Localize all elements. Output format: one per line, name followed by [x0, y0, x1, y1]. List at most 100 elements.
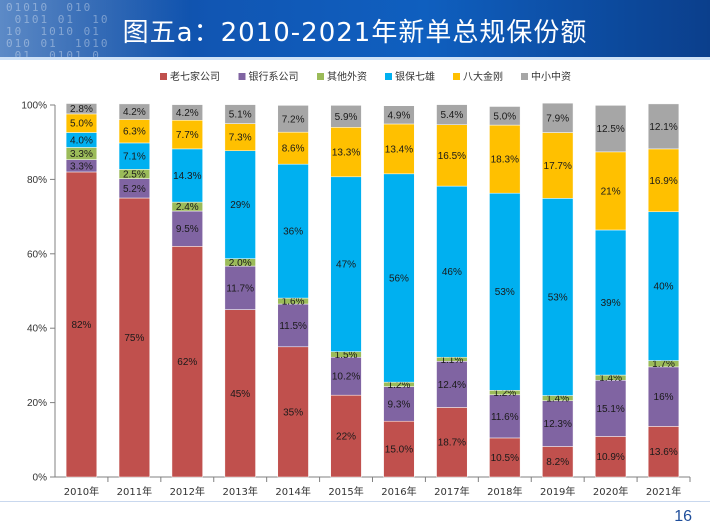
bar-segment-9-0: [542, 446, 574, 478]
bar-segment-6-4: [383, 123, 415, 175]
bar-segment-6-0: [383, 420, 415, 478]
bar-segment-7-1: [436, 361, 468, 408]
data-label-11-4: 16.9%: [649, 176, 677, 187]
data-label-8-1: 11.6%: [491, 412, 519, 423]
x-tick-label-5: 2015年: [328, 485, 363, 498]
bar-segment-11-0: [647, 426, 680, 478]
bar-segment-4-1: [277, 303, 309, 348]
bar-segment-4-4: [277, 131, 309, 165]
x-tick-label-9: 2019年: [540, 485, 575, 498]
bar-segment-11-3: [647, 211, 680, 361]
data-label-6-4: 13.4%: [385, 144, 413, 155]
bar-segment-7-0: [436, 407, 468, 478]
data-label-9-4: 17.7%: [544, 161, 572, 172]
bar-segment-4-3: [277, 163, 309, 299]
data-label-8-5: 5.0%: [493, 111, 516, 122]
legend-swatch-2: [317, 73, 324, 80]
legend-label-1: 银行系公司: [249, 70, 299, 83]
header-binary-decoration: 01010 010 0101 01 10 10 1010 01 010 01 1…: [0, 0, 190, 60]
data-label-3-4: 7.3%: [229, 133, 252, 144]
data-label-7-4: 16.5%: [438, 151, 466, 162]
legend-label-5: 中小中资: [531, 70, 571, 83]
bar-segment-0-0: [65, 171, 98, 478]
x-tick-label-8: 2018年: [487, 485, 522, 498]
bar-segment-7-5: [436, 104, 468, 125]
bar-segment-10-3: [595, 229, 627, 376]
data-label-9-1: 12.3%: [544, 419, 572, 430]
bar-segment-7-3: [436, 185, 468, 358]
footer-divider: [0, 501, 710, 502]
data-label-7-0: 18.7%: [438, 438, 466, 449]
data-label-11-0: 13.6%: [649, 447, 677, 458]
legend-swatch-1: [238, 73, 246, 80]
bar-segment-9-5: [542, 102, 574, 133]
slide-title: 图五a：2010-2021年新单总规保份额: [122, 18, 588, 48]
y-tick-label-4: 80%: [27, 175, 47, 186]
data-label-4-1: 11.5%: [279, 321, 307, 332]
bar-segment-6-5: [383, 105, 415, 125]
data-label-8-2: 1.2%: [493, 388, 516, 399]
data-label-11-2: 1.7%: [652, 359, 675, 370]
data-label-8-3: 53%: [495, 287, 515, 298]
data-label-1-4: 6.3%: [123, 127, 146, 138]
data-label-2-3: 14.3%: [173, 171, 201, 182]
data-label-5-5: 5.9%: [335, 112, 358, 123]
data-label-0-0: 82%: [71, 320, 91, 331]
data-label-4-3: 36%: [283, 227, 303, 238]
data-label-1-1: 5.2%: [123, 184, 146, 195]
bar-segment-11-1: [647, 366, 680, 427]
page-number: 16: [674, 508, 692, 525]
x-tick-label-0: 2010年: [64, 485, 99, 498]
data-label-9-5: 7.9%: [546, 113, 569, 124]
bar-segment-5-0: [330, 394, 362, 478]
data-label-9-3: 53%: [548, 292, 568, 303]
bar-segment-8-3: [489, 192, 521, 391]
data-label-5-3: 47%: [336, 260, 356, 271]
data-label-5-0: 22%: [336, 432, 356, 443]
y-tick-label-1: 20%: [27, 398, 47, 409]
bar-segment-0-5: [65, 103, 98, 115]
bar-segment-5-4: [330, 127, 362, 178]
legend-swatch-0: [160, 73, 167, 80]
data-label-10-4: 21%: [601, 186, 621, 197]
bar-segment-7-4: [436, 124, 468, 187]
data-label-4-2: 1.6%: [282, 297, 305, 308]
data-label-8-4: 18.3%: [491, 155, 519, 166]
bar-segment-5-1: [330, 356, 362, 396]
data-label-5-1: 10.2%: [332, 372, 360, 383]
data-label-0-3: 4.0%: [70, 135, 93, 146]
bar-segment-8-4: [489, 124, 521, 194]
bar-segment-1-0: [118, 197, 150, 478]
y-tick-label-2: 40%: [27, 324, 47, 335]
data-label-4-4: 8.6%: [282, 144, 305, 155]
data-label-2-0: 62%: [177, 357, 197, 368]
legend-label-2: 其他外资: [327, 70, 367, 83]
data-label-3-0: 45%: [230, 389, 250, 400]
data-label-6-3: 56%: [389, 273, 409, 284]
bar-segment-10-5: [595, 105, 627, 153]
data-label-3-5: 5.1%: [229, 110, 252, 121]
bar-segment-8-5: [489, 106, 521, 126]
x-tick-label-4: 2014年: [275, 485, 310, 498]
data-label-0-5: 2.8%: [70, 104, 93, 115]
data-label-9-2: 1.4%: [546, 394, 569, 405]
x-tick-label-7: 2017年: [434, 485, 469, 498]
bar-segment-2-1: [171, 210, 203, 247]
bar-segment-5-3: [330, 176, 362, 352]
bar-segment-8-1: [489, 394, 521, 439]
data-label-7-5: 5.4%: [440, 110, 463, 121]
bar-segment-5-5: [330, 105, 362, 128]
data-label-5-4: 13.3%: [332, 148, 360, 159]
data-label-2-5: 4.2%: [176, 108, 199, 119]
bar-segment-9-3: [542, 198, 574, 396]
bar-segment-3-5: [224, 104, 256, 124]
data-label-2-1: 9.5%: [176, 224, 199, 235]
data-label-6-1: 9.3%: [388, 399, 411, 410]
y-tick-label-5: 100%: [21, 101, 47, 112]
bar-segment-3-0: [224, 309, 256, 478]
data-label-1-3: 7.1%: [123, 152, 146, 163]
data-label-5-2: 1.5%: [335, 350, 358, 361]
data-label-11-3: 40%: [654, 282, 674, 293]
bar-segment-4-5: [277, 105, 309, 133]
bar-segment-10-0: [595, 436, 627, 478]
